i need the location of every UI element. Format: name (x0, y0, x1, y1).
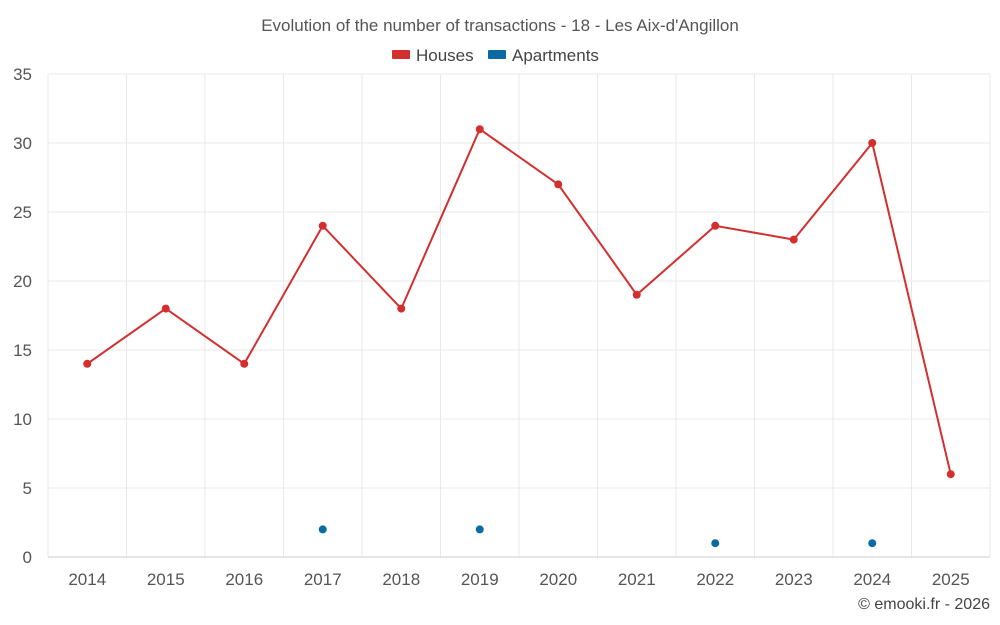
point-houses-2015[interactable] (161, 304, 170, 313)
y-tick-label: 35 (13, 65, 32, 84)
point-houses-2019[interactable] (475, 125, 484, 134)
point-houses-2017[interactable] (318, 221, 327, 230)
point-houses-2024[interactable] (868, 139, 877, 147)
x-tick-label-2025: 2025 (932, 570, 970, 589)
y-tick-label: 25 (13, 203, 32, 222)
x-tick-label-2018: 2018 (382, 570, 420, 589)
point-apartments-2022[interactable] (711, 539, 720, 548)
x-tick-label-2020: 2020 (539, 570, 577, 589)
legend-swatch-apartments (488, 50, 506, 59)
y-tick-label: 0 (23, 548, 32, 567)
legend-item-houses[interactable]: Houses (392, 46, 474, 65)
series-layer (83, 125, 955, 548)
series-apartments (318, 525, 877, 548)
y-tick-label: 20 (13, 272, 32, 291)
legend-swatch-houses (392, 50, 410, 59)
grid (47, 73, 991, 558)
point-houses-2021[interactable] (632, 290, 641, 299)
x-tick-label-2014: 2014 (68, 570, 106, 589)
point-houses-2023[interactable] (789, 235, 798, 244)
x-tick-label-2019: 2019 (461, 570, 499, 589)
credit-text: © emooki.fr - 2026 (858, 596, 990, 613)
point-houses-2022[interactable] (711, 221, 720, 230)
x-tick-label-2022: 2022 (696, 570, 734, 589)
y-tick-label: 10 (13, 410, 32, 429)
x-axis: 2014 2015 2016 2017 2018 2019 2020 2021 2022 2023… (48, 556, 990, 589)
x-tick-label-2015: 2015 (147, 570, 185, 589)
point-apartments-2019[interactable] (475, 525, 484, 534)
point-houses-2025[interactable] (946, 470, 955, 479)
y-axis: 0 5 10 15 20 25 30 35 (13, 65, 32, 567)
x-tick-label-2021: 2021 (618, 570, 656, 589)
x-tick-label-2023: 2023 (775, 570, 813, 589)
series-line-houses (86, 128, 952, 475)
x-tick-label-2016: 2016 (225, 570, 263, 589)
point-apartments-2024[interactable] (868, 539, 877, 548)
legend[interactable]: Houses Apartments (392, 46, 599, 65)
series-houses (83, 125, 955, 479)
point-houses-2016[interactable] (240, 359, 249, 368)
legend-label-houses: Houses (416, 46, 474, 65)
x-tick-label-2024: 2024 (853, 570, 891, 589)
point-apartments-2017[interactable] (318, 525, 327, 534)
point-houses-2020[interactable] (554, 180, 563, 189)
y-tick-label: 30 (13, 134, 32, 153)
legend-label-apartments: Apartments (512, 46, 599, 65)
legend-item-apartments[interactable]: Apartments (488, 46, 599, 65)
x-tick-label-2017: 2017 (304, 570, 342, 589)
point-houses-2018[interactable] (397, 304, 406, 313)
y-tick-label: 15 (13, 341, 32, 360)
point-houses-2014[interactable] (83, 359, 92, 368)
chart-title: Evolution of the number of transactions … (261, 16, 739, 35)
y-tick-label: 5 (23, 479, 32, 498)
